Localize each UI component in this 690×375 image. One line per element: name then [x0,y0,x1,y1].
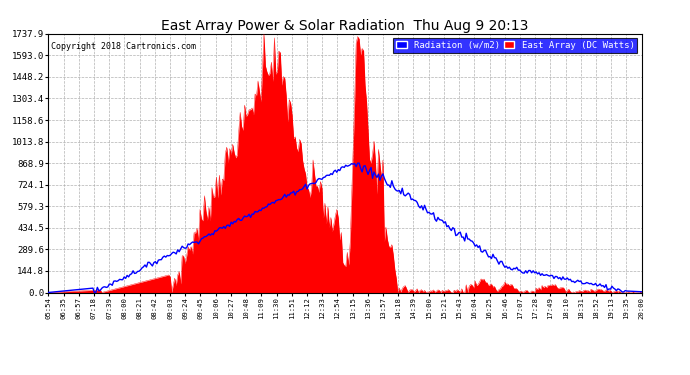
Legend: Radiation (w/m2), East Array (DC Watts): Radiation (w/m2), East Array (DC Watts) [393,38,637,53]
Title: East Array Power & Solar Radiation  Thu Aug 9 20:13: East Array Power & Solar Radiation Thu A… [161,19,529,33]
Text: Copyright 2018 Cartronics.com: Copyright 2018 Cartronics.com [51,42,196,51]
